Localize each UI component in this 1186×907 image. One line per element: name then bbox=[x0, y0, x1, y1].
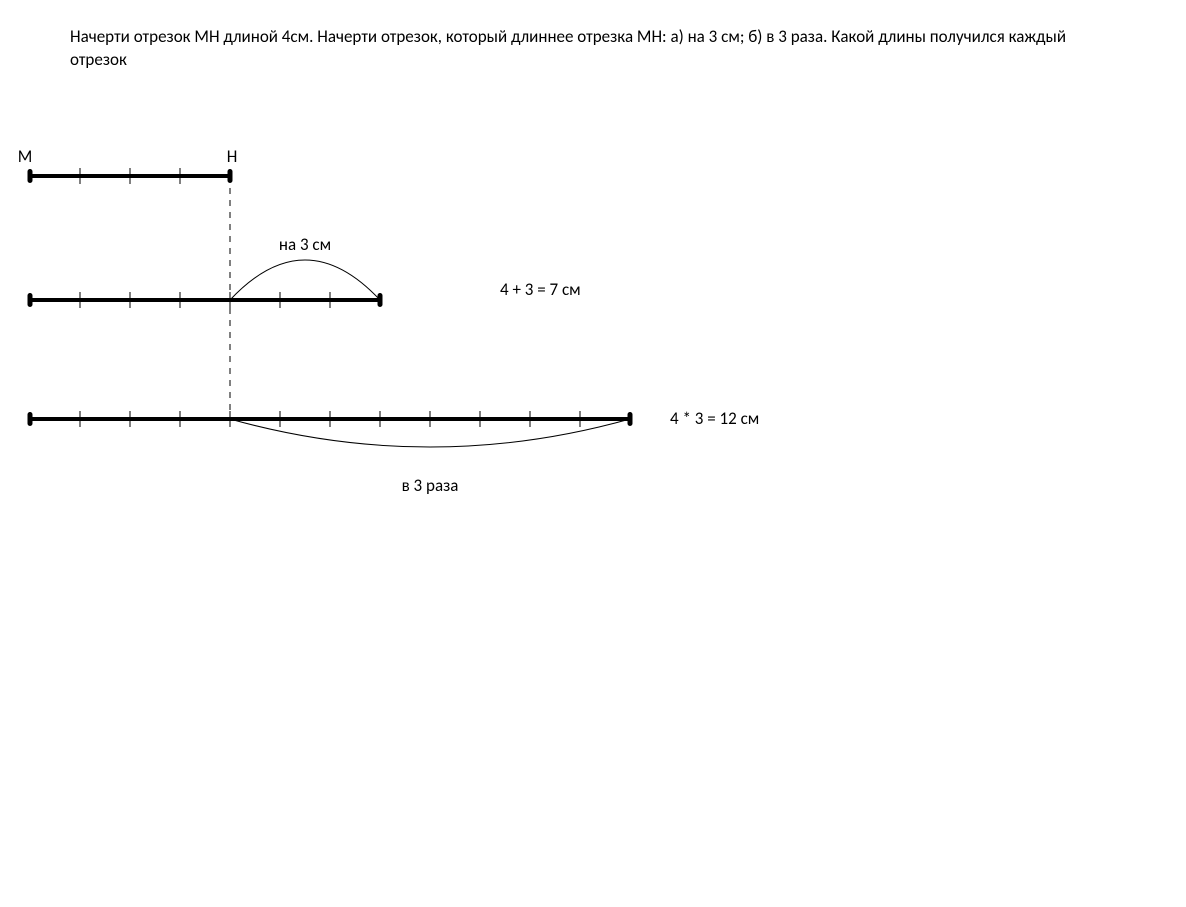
endpoint-MH-start bbox=[28, 169, 33, 183]
endpoint-plus3-start bbox=[28, 293, 33, 307]
endpoint-times3-start bbox=[28, 412, 33, 426]
result-label-1: 4 * 3 = 12 см bbox=[670, 408, 759, 429]
result-label-0: 4 + 3 = 7 см bbox=[500, 279, 581, 300]
arc-label-arc_plus3: на 3 см bbox=[279, 234, 331, 255]
arc-label-arc_times3: в 3 раза bbox=[402, 475, 459, 496]
label-MH-left: M bbox=[18, 146, 33, 167]
page: Начерти отрезок МН длиной 4см. Начерти о… bbox=[0, 0, 1186, 902]
segments-svg: M Нна 3 см в 3 раза 4 + 3 = 7 см 4 * 3 = 12 … bbox=[0, 0, 1186, 902]
label-MH-right: Н bbox=[227, 146, 238, 167]
diagram: M Нна 3 см в 3 раза 4 + 3 = 7 см 4 * 3 = 12 … bbox=[0, 0, 1186, 907]
arc-arc_plus3 bbox=[230, 260, 380, 300]
